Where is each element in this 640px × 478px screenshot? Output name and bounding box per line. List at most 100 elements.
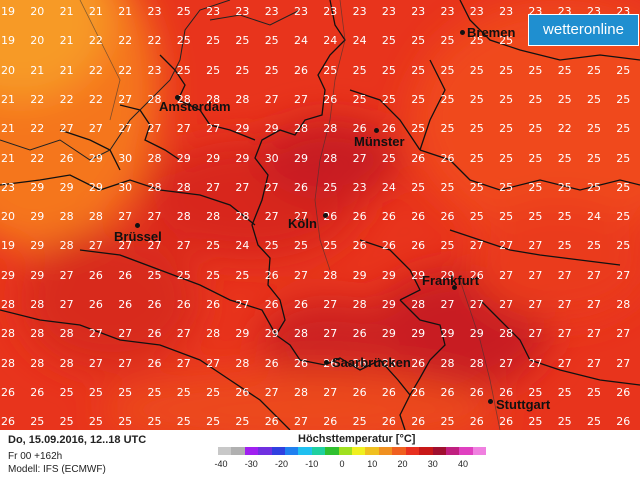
- temperature-value: 26: [294, 298, 308, 311]
- temperature-value: 29: [88, 180, 103, 194]
- city-label[interactable]: Köln: [288, 216, 317, 231]
- temperature-value: 27: [323, 327, 338, 341]
- temperature-value: 26: [411, 415, 426, 429]
- temperature-value: 26: [411, 356, 426, 370]
- temperature-value: 22: [30, 92, 45, 106]
- temperature-value: 29: [294, 151, 308, 165]
- wetteronline-logo[interactable]: wetteronline: [528, 14, 639, 46]
- temperature-value: 25: [264, 239, 279, 253]
- temperature-value: 29: [440, 268, 455, 282]
- temperature-value: 25: [440, 180, 455, 194]
- temperature-value: 29: [411, 268, 426, 282]
- legend-swatch: [231, 447, 245, 455]
- city-marker[interactable]: [452, 285, 457, 290]
- temperature-value: 25: [206, 415, 221, 429]
- legend-swatch: [419, 447, 433, 455]
- city-marker[interactable]: [460, 30, 465, 35]
- temperature-value: 28: [499, 327, 514, 341]
- temperature-value: 28: [352, 298, 367, 311]
- temperature-value: 27: [147, 239, 162, 253]
- temperature-value: 25: [557, 180, 572, 194]
- temperature-value: 25: [440, 415, 455, 429]
- city-label[interactable]: Münster: [354, 134, 405, 149]
- city-marker[interactable]: [323, 213, 328, 218]
- temperature-value: 29: [30, 239, 45, 253]
- temperature-value: 25: [235, 63, 250, 77]
- temperature-value: 27: [528, 356, 543, 370]
- temperature-value: 25: [411, 180, 426, 194]
- temperature-value: 22: [59, 92, 74, 106]
- legend-swatch: [432, 447, 446, 455]
- temperature-value: 21: [118, 5, 133, 18]
- temperature-value: 26: [59, 151, 74, 165]
- temperature-value: 30: [118, 151, 133, 165]
- city-label[interactable]: Amsterdam: [159, 99, 231, 114]
- legend-swatch: [244, 447, 259, 455]
- city-label[interactable]: Bremen: [467, 25, 516, 40]
- temperature-value: 21: [88, 5, 103, 18]
- temperature-value: 28: [147, 92, 162, 106]
- temperature-value: 25: [499, 122, 514, 136]
- temperature-value: 27: [118, 327, 133, 341]
- temperature-value: 25: [499, 34, 514, 48]
- temperature-value: 23: [235, 5, 250, 18]
- map-canvas: [0, 0, 640, 430]
- temperature-value: 26: [1, 415, 15, 429]
- temperature-value: 25: [587, 239, 601, 253]
- temperature-value: 22: [118, 63, 133, 77]
- temperature-value: 26: [264, 298, 279, 311]
- temperature-value: 28: [411, 298, 426, 311]
- temperature-value: 25: [118, 415, 133, 429]
- city-label[interactable]: Stuttgart: [496, 397, 551, 412]
- city-label[interactable]: Frankfurt: [422, 273, 480, 288]
- temperature-value: 25: [557, 385, 572, 399]
- temperature-value: 27: [264, 180, 279, 194]
- city-label[interactable]: Saarbrücken: [332, 355, 411, 370]
- temperature-value: 27: [235, 298, 250, 311]
- temperature-value: 23: [264, 5, 279, 18]
- city-marker[interactable]: [175, 95, 180, 100]
- temperature-value: 25: [499, 210, 514, 224]
- temperature-value: 25: [176, 5, 191, 18]
- temperature-value: 28: [88, 210, 103, 224]
- temperature-value: 24: [381, 180, 396, 194]
- city-label[interactable]: Brüssel: [114, 229, 162, 244]
- temperature-value: 23: [323, 5, 338, 18]
- temperature-value: 25: [352, 92, 367, 106]
- legend-tick-label: -40: [214, 459, 228, 469]
- city-marker[interactable]: [488, 399, 493, 404]
- legend-swatch: [459, 447, 473, 455]
- city-marker[interactable]: [374, 128, 379, 133]
- temperature-value: 25: [264, 34, 279, 48]
- temperature-value: 29: [30, 210, 45, 224]
- temperature-value: 25: [557, 415, 572, 429]
- temperature-value: 27: [587, 356, 601, 370]
- temperature-value: 25: [616, 239, 631, 253]
- temperature-value: 25: [381, 63, 396, 77]
- temperature-value: 26: [352, 385, 367, 399]
- city-marker[interactable]: [135, 223, 140, 228]
- temperature-value: 27: [176, 327, 191, 341]
- temperature-value: 19: [1, 239, 15, 253]
- temperature-value: 26: [352, 122, 367, 136]
- legend-swatch: [218, 447, 232, 455]
- temperature-value: 27: [499, 356, 514, 370]
- temperature-value: 29: [176, 151, 191, 165]
- temperature-value: 25: [557, 210, 572, 224]
- temperature-value: 28: [206, 92, 221, 106]
- temperature-value: 26: [323, 415, 338, 429]
- temperature-value: 30: [118, 180, 133, 194]
- legend-swatch: [285, 447, 299, 455]
- city-marker[interactable]: [324, 360, 329, 365]
- temperature-value: 27: [294, 268, 308, 282]
- temperature-value: 26: [88, 298, 103, 311]
- temperature-value: 26: [499, 385, 514, 399]
- temperature-value: 25: [59, 415, 74, 429]
- temperature-value: 29: [381, 298, 396, 311]
- temperature-value: 27: [528, 327, 543, 341]
- temperature-value: 25: [352, 63, 367, 77]
- temperature-value: 27: [352, 151, 367, 165]
- temperature-value: 25: [587, 415, 601, 429]
- temperature-value: 26: [411, 239, 426, 253]
- temperature-map[interactable]: 19 20 21 21 21 23 25 23 23 23 23 23 23 23 23 23 23 23 23 23…: [0, 0, 640, 430]
